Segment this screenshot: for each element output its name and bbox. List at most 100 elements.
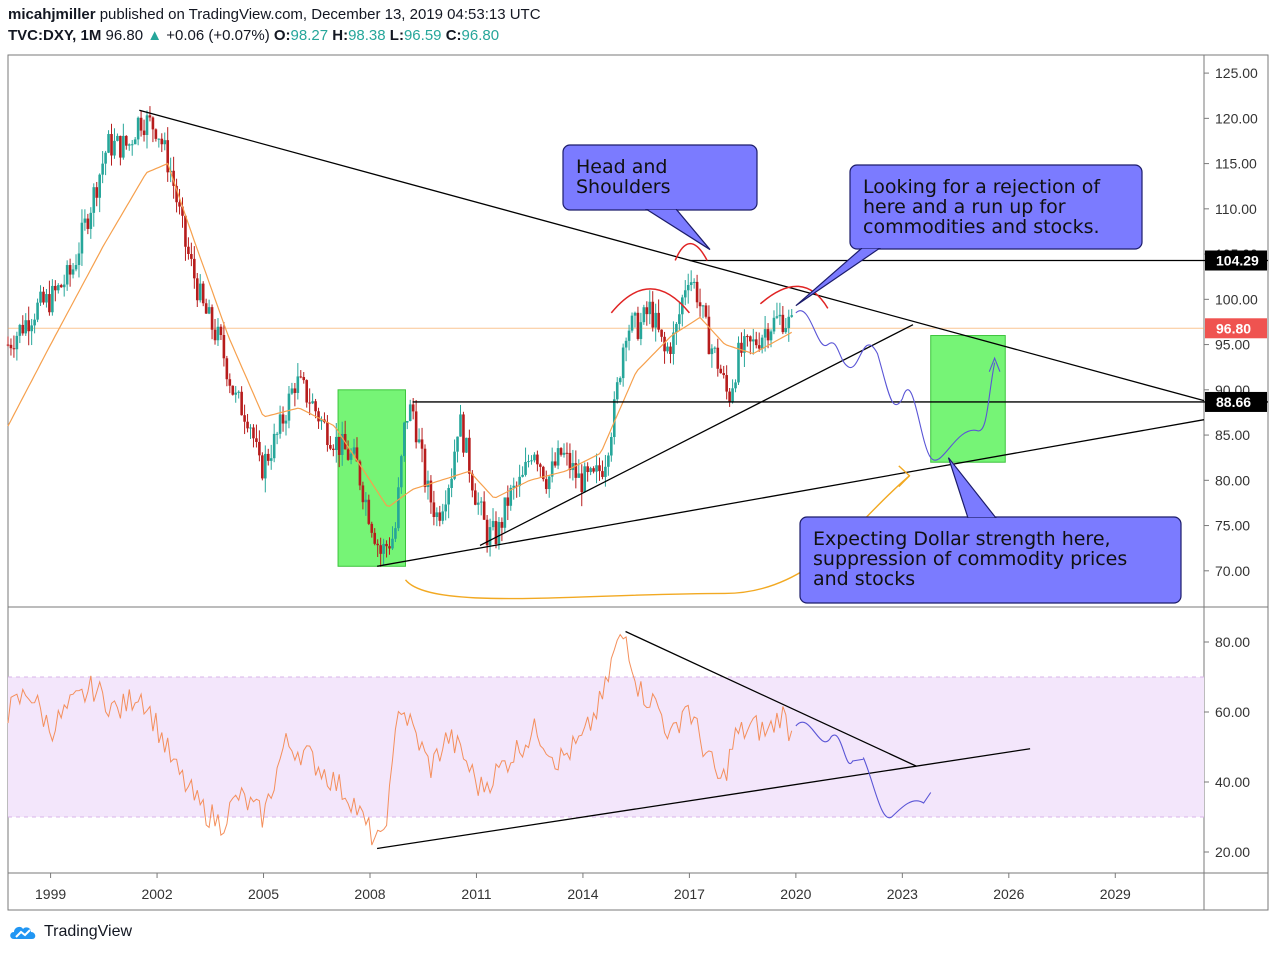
dollar-strength-callout[interactable]: Expecting Dollar strength here,suppressi… (799, 457, 1182, 604)
candle-body (722, 373, 726, 376)
candle-body (45, 294, 48, 303)
candle-body (130, 144, 134, 146)
candle-body (476, 502, 480, 505)
candle-body (586, 466, 589, 473)
candle-body (524, 461, 527, 475)
head-shoulders-callout-fill (564, 146, 756, 209)
right-shoulder-arc (759, 285, 829, 309)
candle-body (533, 454, 536, 461)
candle-body (107, 134, 110, 153)
candle-body (438, 512, 442, 521)
candle-body (65, 265, 69, 285)
candle-body (710, 348, 714, 355)
candle-body (56, 285, 60, 291)
price-tick-label: 125.00 (1215, 65, 1258, 81)
candle-body (36, 302, 39, 320)
candle-body (237, 391, 240, 393)
footer: TradingView (8, 919, 132, 945)
candle-body (204, 303, 208, 314)
candle-body (178, 202, 181, 207)
candle-body (497, 521, 501, 545)
candle-body (311, 401, 314, 404)
candle-body (743, 336, 746, 353)
candle-body (314, 401, 317, 412)
candle-body (689, 282, 693, 285)
high-label: H: (332, 27, 349, 44)
descending-resistance-line (139, 109, 1205, 402)
candles (6, 106, 794, 567)
candle-body (39, 291, 42, 303)
price-tick-label: 100.00 (1215, 291, 1258, 307)
candle-body (299, 376, 303, 378)
candle-body (719, 368, 723, 374)
candle-body (660, 329, 663, 337)
head-shoulders-callout-text-line: Shoulders (576, 176, 671, 198)
rsi-rising-support-line (376, 748, 1031, 850)
candle-body (62, 284, 66, 288)
candle-body (21, 324, 25, 334)
projected-path-arrowhead (988, 356, 1001, 372)
candle-body (692, 281, 696, 283)
candle-body (113, 140, 116, 156)
candle-body (698, 302, 702, 307)
candle-body (326, 422, 329, 446)
candle-body (207, 307, 211, 314)
candle-body (193, 258, 196, 279)
candle-body (500, 521, 504, 528)
head-arc (674, 242, 708, 261)
high-value: 98.38 (348, 27, 386, 44)
candle-body (190, 253, 193, 259)
candle-body (15, 335, 19, 350)
candle-body (775, 316, 779, 318)
candle-body (444, 504, 448, 512)
candle-body (346, 449, 350, 460)
price-label-tag (1205, 250, 1267, 271)
candle-body (145, 115, 149, 135)
candle-body (243, 415, 246, 422)
candle-body (154, 129, 158, 139)
candle-body (423, 448, 427, 488)
candle-body (598, 465, 601, 472)
price-tick-label: 80.00 (1215, 472, 1250, 488)
candle-body (352, 447, 356, 454)
moving-average-line (7, 162, 793, 507)
candle-body (515, 485, 518, 487)
candle-body (12, 348, 16, 350)
candle-body (701, 305, 705, 307)
candle-body (633, 312, 637, 316)
candle-body (68, 265, 72, 275)
dxy-chart[interactable]: 70.0075.0080.0085.0090.0095.00100.00105.… (0, 0, 1280, 915)
candle-body (763, 329, 767, 338)
rsi-descending-resistance-line (625, 630, 917, 767)
price-tick-label: 120.00 (1215, 110, 1258, 126)
author-name[interactable]: micahjmiller (8, 6, 96, 23)
candle-body (790, 315, 794, 317)
brand-name[interactable]: TradingView (44, 923, 133, 940)
price-label-text: 104.29 (1216, 253, 1259, 269)
candle-body (728, 391, 731, 402)
tradingview-cloud-icon[interactable] (8, 923, 38, 941)
rejection-callout-text-line: Looking for a rejection of (863, 176, 1101, 198)
close-value: 96.80 (461, 27, 500, 44)
candle-body (317, 411, 320, 422)
candle-body (119, 135, 122, 158)
symbol-label[interactable]: TVC:DXY, 1M (8, 27, 102, 44)
price-label-text: 88.66 (1216, 394, 1251, 410)
candle-body (278, 414, 282, 434)
candle-body (781, 314, 785, 333)
open-value: 98.27 (290, 27, 329, 44)
candle-body (556, 448, 560, 466)
candle-body (27, 320, 31, 332)
time-tick-label: 2017 (674, 886, 705, 902)
candle-body (604, 466, 607, 477)
candle-body (734, 382, 737, 389)
candle-body (195, 278, 199, 301)
candle-body (187, 246, 190, 254)
rsi-projected-path-1 (795, 721, 864, 765)
time-tick-label: 2020 (780, 886, 811, 902)
candle-body (101, 163, 104, 175)
candle-body (210, 307, 214, 330)
candle-body (160, 138, 164, 145)
